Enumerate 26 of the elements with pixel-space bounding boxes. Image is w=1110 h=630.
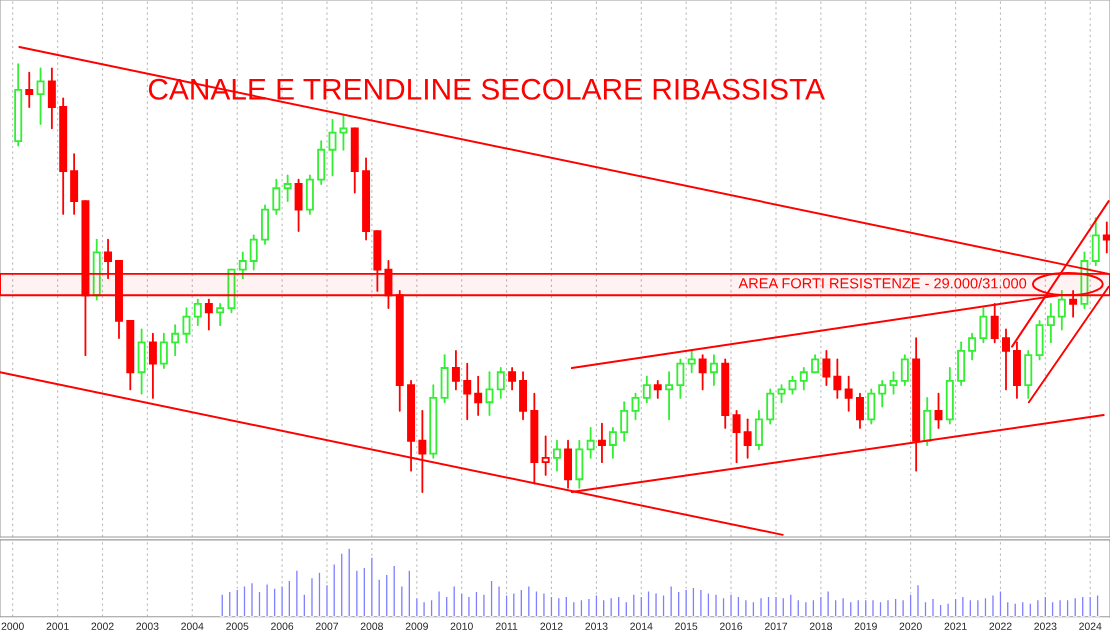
- x-tick-label: 2007: [315, 622, 339, 630]
- x-tick-label: 2023: [1034, 622, 1057, 630]
- x-tick-label: 2000: [1, 622, 24, 630]
- x-tick-label: 2008: [360, 622, 383, 630]
- x-tick-label: 2011: [495, 622, 518, 630]
- x-tick-label: 2016: [719, 622, 743, 630]
- x-tick-label: 2019: [854, 622, 877, 630]
- x-tick-label: 2018: [809, 622, 833, 630]
- x-tick-label: 2013: [585, 622, 608, 630]
- x-tick-label: 2009: [405, 622, 428, 630]
- x-tick-label: 2021: [944, 622, 967, 630]
- x-tick-label: 2017: [764, 622, 788, 630]
- x-tick-label: 2005: [226, 622, 249, 630]
- x-tick-label: 2010: [450, 622, 473, 630]
- x-tick-label: 2020: [899, 622, 922, 630]
- x-tick-label: 2012: [540, 622, 563, 630]
- x-tick-label: 2006: [271, 622, 294, 630]
- x-tick-label: 2014: [630, 622, 653, 630]
- x-tick-label: 2001: [46, 622, 69, 630]
- x-tick-label: 2003: [136, 622, 159, 630]
- x-tick-label: 2004: [181, 622, 204, 630]
- x-tick-label: 2022: [989, 622, 1012, 630]
- band-label: AREA FORTI RESISTENZE - 29.000/31.000: [738, 277, 1027, 289]
- x-tick-label: 2024: [1079, 622, 1102, 630]
- x-tick-label: 2002: [91, 622, 114, 630]
- x-tick-label: 2015: [675, 622, 698, 630]
